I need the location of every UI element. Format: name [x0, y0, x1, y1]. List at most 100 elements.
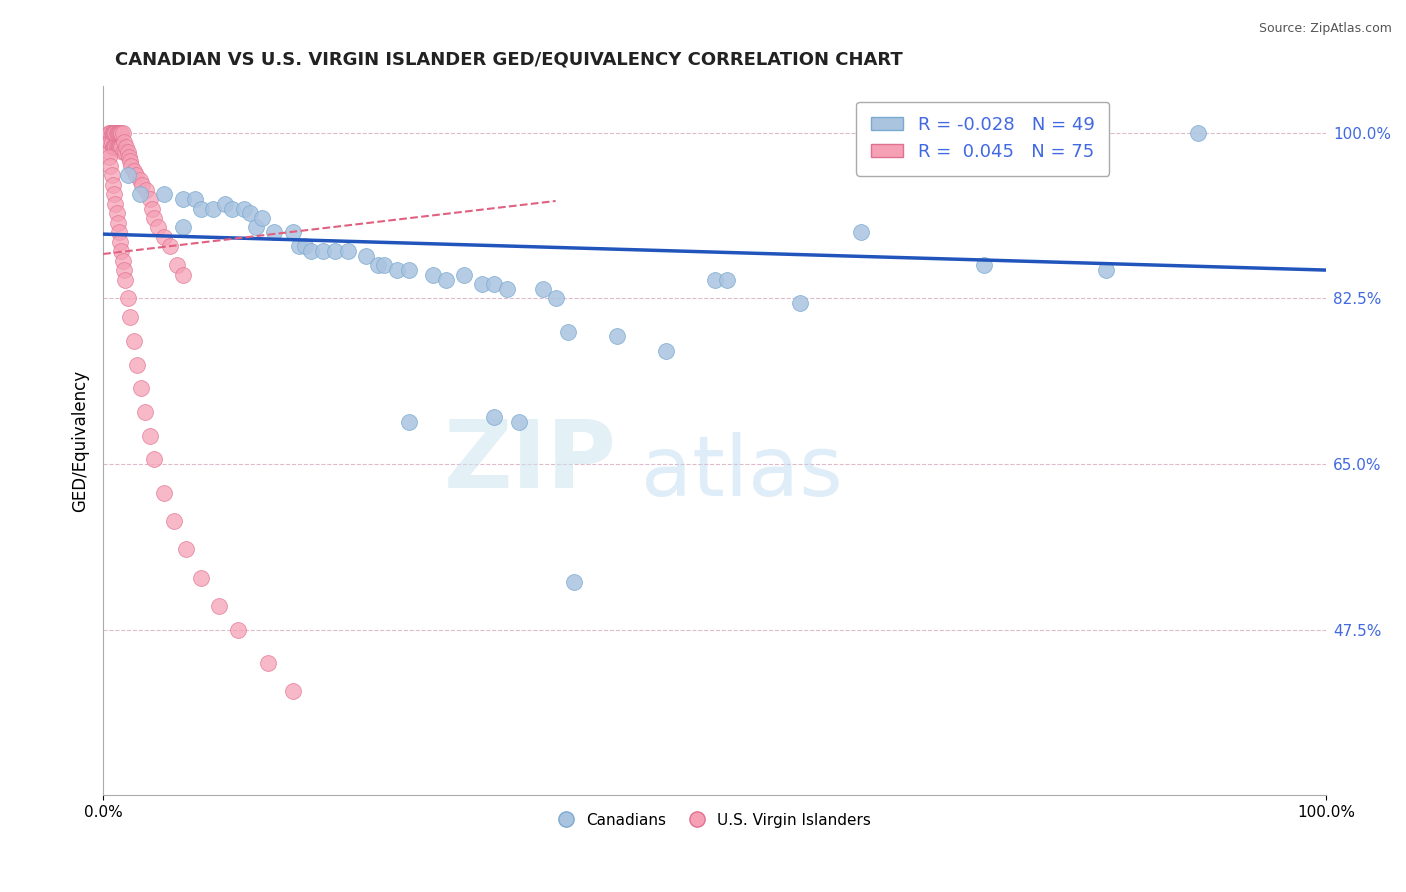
Text: atlas: atlas: [641, 432, 844, 513]
Point: [105, 140, 128, 154]
Point: [115, 140, 138, 154]
Point: [163, 514, 186, 528]
Point: [373, 258, 395, 272]
Point: [172, 268, 194, 282]
Point: [232, 202, 254, 216]
Point: [134, 405, 156, 419]
Point: [100, 159, 122, 173]
Point: [101, 178, 124, 192]
Point: [108, 140, 131, 154]
Point: [174, 542, 197, 557]
Point: [484, 409, 506, 424]
Point: [398, 415, 420, 429]
Point: [98, 145, 121, 159]
Point: [172, 192, 194, 206]
Point: [250, 211, 273, 225]
Point: [281, 684, 304, 698]
Y-axis label: GED/Equivalency: GED/Equivalency: [72, 369, 89, 511]
Point: [281, 225, 304, 239]
Text: CANADIAN VS U.S. VIRGIN ISLANDER GED/EQUIVALENCY CORRELATION CHART: CANADIAN VS U.S. VIRGIN ISLANDER GED/EQU…: [115, 51, 903, 69]
Point: [101, 140, 124, 154]
Point: [354, 249, 377, 263]
Point: [716, 272, 738, 286]
Point: [100, 136, 122, 150]
Point: [422, 268, 444, 282]
Point: [153, 187, 176, 202]
Point: [120, 159, 142, 173]
Point: [118, 310, 141, 325]
Point: [105, 206, 128, 220]
Point: [398, 263, 420, 277]
Point: [153, 485, 176, 500]
Point: [654, 343, 676, 358]
Point: [98, 126, 121, 140]
Point: [606, 329, 628, 343]
Point: [111, 145, 134, 159]
Point: [112, 263, 135, 277]
Point: [103, 140, 125, 154]
Point: [190, 202, 212, 216]
Point: [138, 428, 160, 442]
Point: [131, 178, 153, 192]
Point: [973, 258, 995, 272]
Point: [544, 292, 567, 306]
Point: [129, 381, 152, 395]
Point: [104, 140, 127, 154]
Point: [107, 216, 129, 230]
Point: [221, 202, 243, 216]
Point: [111, 126, 134, 140]
Point: [107, 126, 129, 140]
Point: [531, 282, 554, 296]
Point: [294, 239, 316, 253]
Point: [484, 277, 506, 292]
Point: [703, 272, 725, 286]
Point: [98, 136, 121, 150]
Point: [108, 126, 131, 140]
Point: [141, 202, 163, 216]
Point: [103, 187, 125, 202]
Point: [263, 225, 285, 239]
Point: [110, 126, 132, 140]
Point: [495, 282, 517, 296]
Point: [114, 272, 136, 286]
Point: [1187, 126, 1209, 140]
Point: [299, 244, 322, 259]
Point: [143, 452, 166, 467]
Point: [135, 183, 157, 197]
Point: [214, 197, 236, 211]
Point: [111, 253, 134, 268]
Point: [122, 163, 145, 178]
Point: [208, 599, 231, 613]
Point: [122, 334, 145, 348]
Point: [190, 571, 212, 585]
Point: [117, 292, 139, 306]
Point: [146, 220, 169, 235]
Point: [105, 126, 128, 140]
Point: [117, 145, 139, 159]
Point: [508, 415, 530, 429]
Point: [108, 225, 131, 239]
Point: [118, 154, 141, 169]
Point: [245, 220, 267, 235]
Point: [1095, 263, 1118, 277]
Point: [110, 140, 132, 154]
Point: [110, 126, 132, 140]
Point: [312, 244, 335, 259]
Text: Source: ZipAtlas.com: Source: ZipAtlas.com: [1258, 22, 1392, 36]
Point: [325, 244, 347, 259]
Point: [434, 272, 457, 286]
Point: [125, 169, 148, 183]
Point: [851, 225, 873, 239]
Point: [159, 239, 181, 253]
Point: [100, 169, 122, 183]
Point: [471, 277, 494, 292]
Point: [112, 136, 135, 150]
Point: [239, 206, 262, 220]
Point: [101, 126, 124, 140]
Legend: Canadians, U.S. Virgin Islanders: Canadians, U.S. Virgin Islanders: [553, 806, 876, 834]
Point: [557, 325, 579, 339]
Point: [100, 126, 122, 140]
Point: [128, 173, 150, 187]
Point: [789, 296, 811, 310]
Point: [110, 235, 132, 249]
